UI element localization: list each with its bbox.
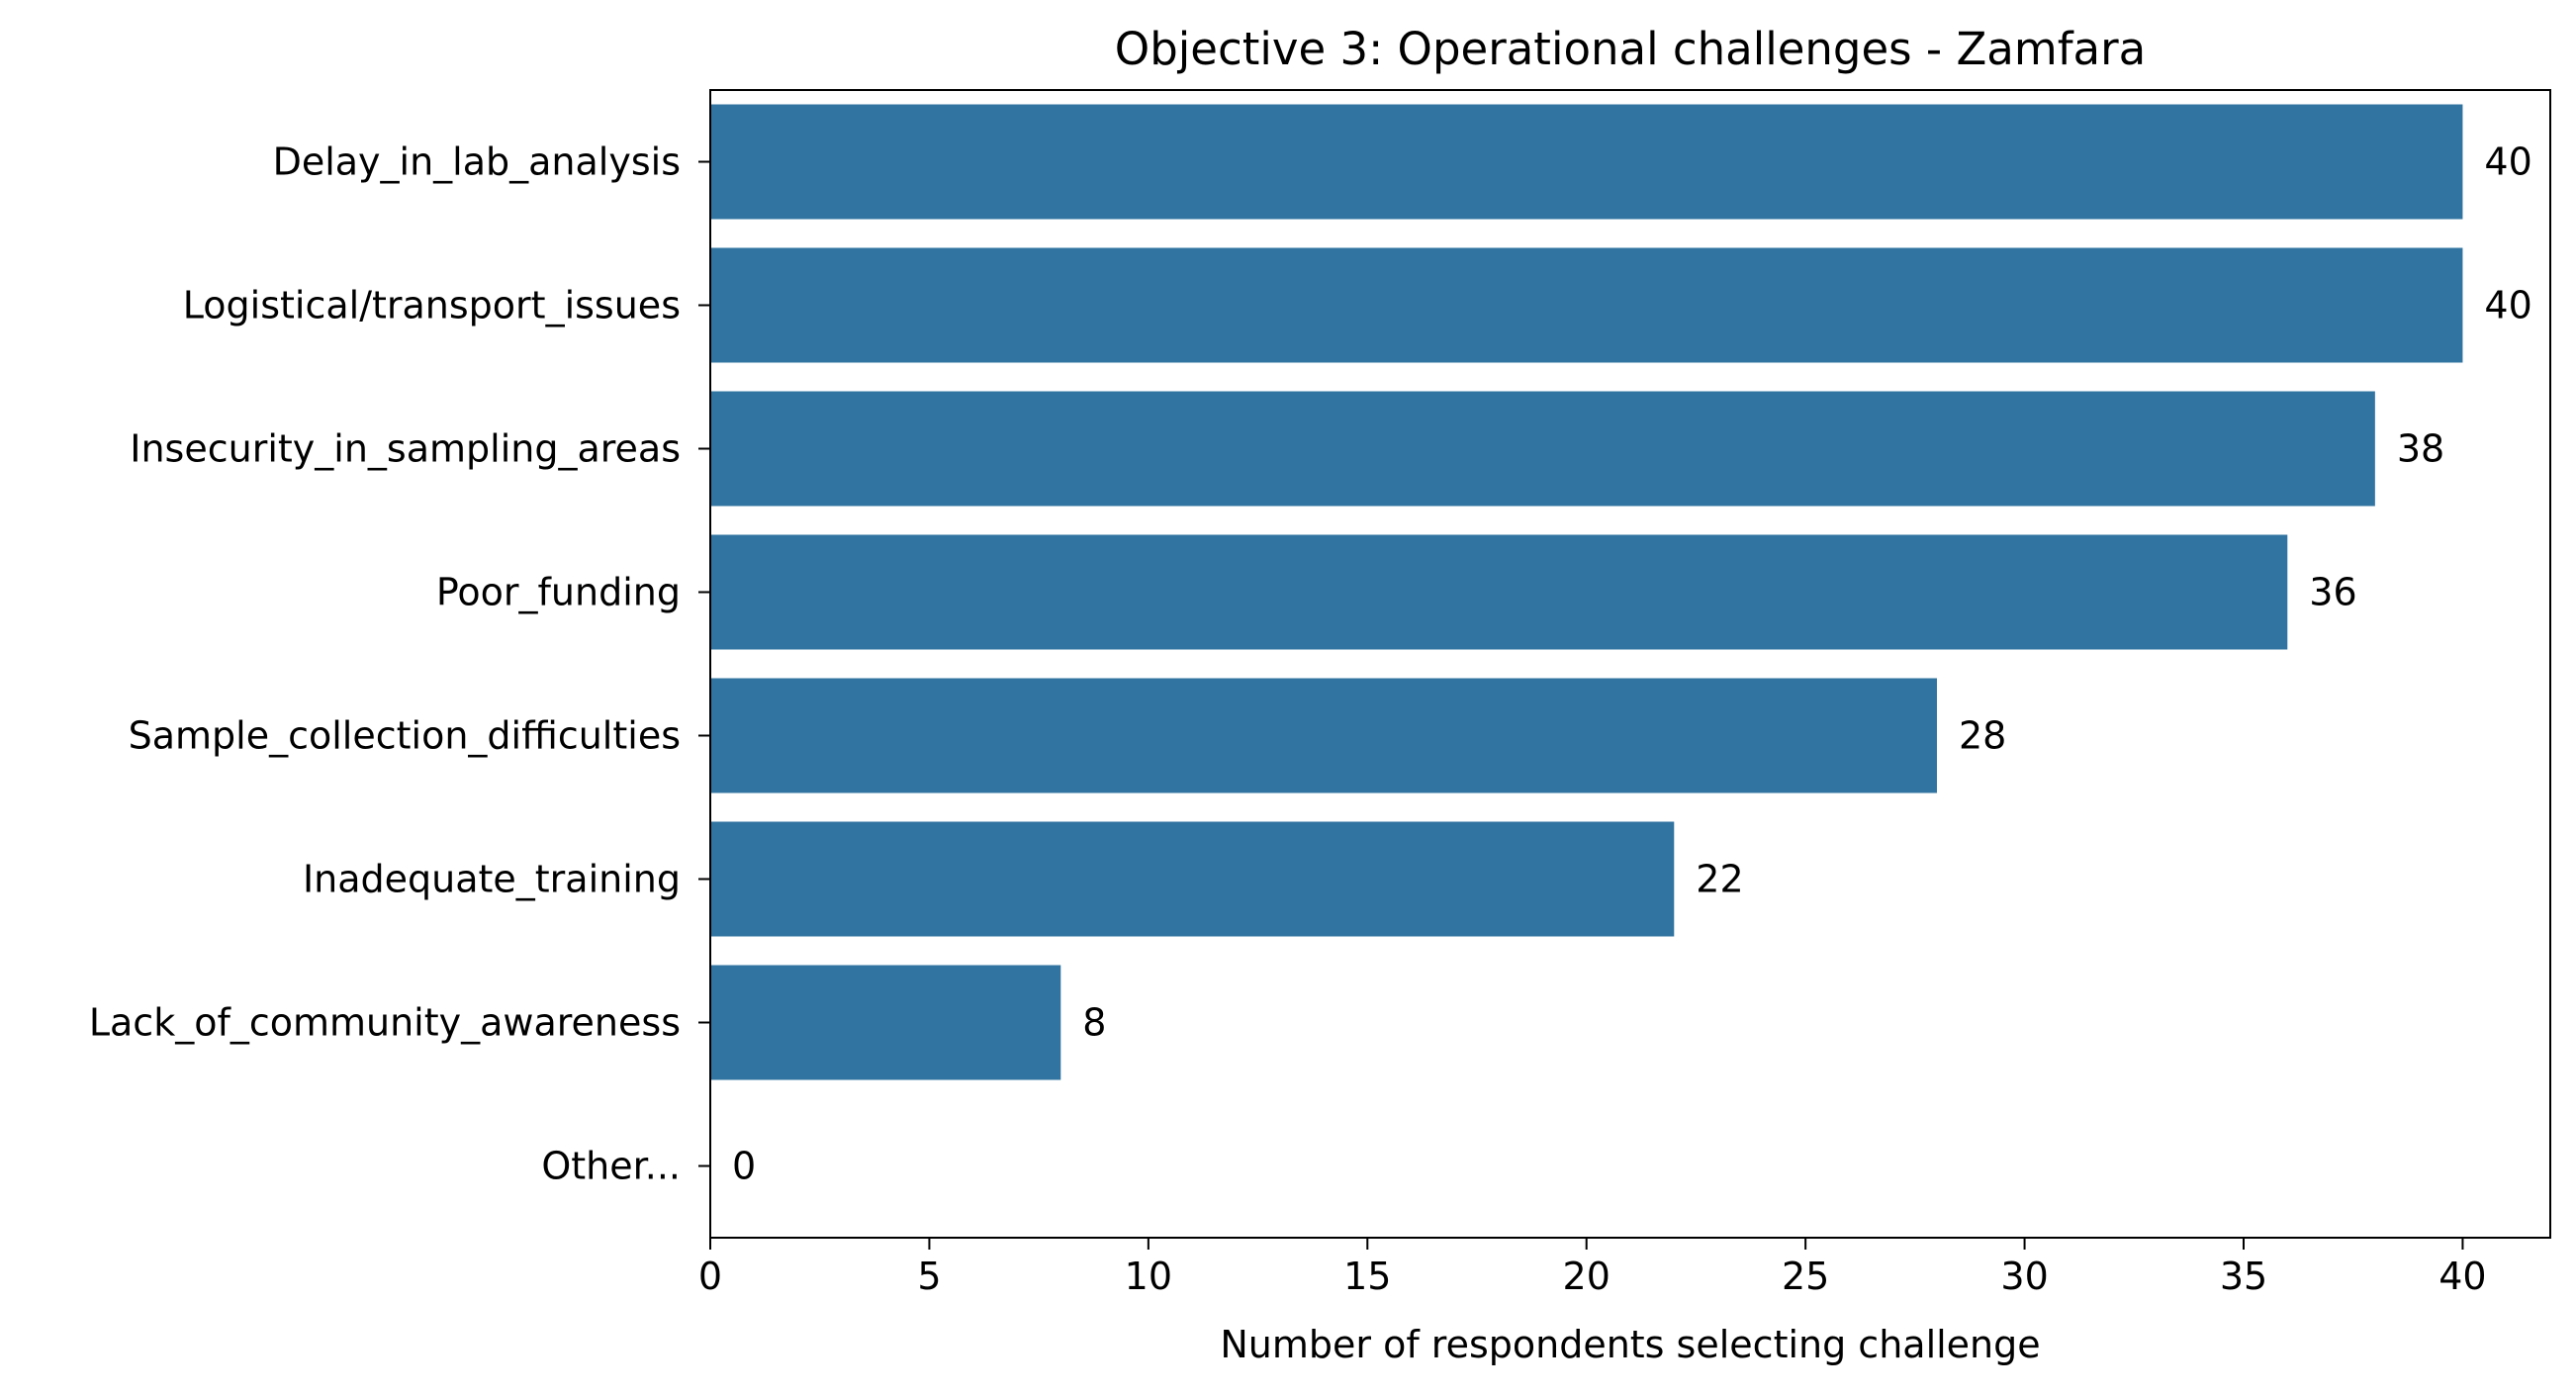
- bars-group: [710, 104, 2463, 1080]
- x-axis-label: Number of respondents selecting challeng…: [1220, 1323, 2040, 1366]
- bar: [710, 965, 1061, 1080]
- x-tick-label: 10: [1125, 1255, 1172, 1298]
- y-tick-label: Logistical/transport_issues: [183, 284, 681, 327]
- bar: [710, 391, 2375, 507]
- bar-value-label: 0: [732, 1145, 756, 1188]
- y-tick-labels: Delay_in_lab_analysis Logistical/transpor…: [89, 140, 710, 1188]
- plot-frame: [709, 89, 2551, 1239]
- bar-value-label: 40: [2484, 284, 2531, 327]
- x-tick-labels: 0 5 10 15 20 25 30 35 40: [698, 1238, 2487, 1298]
- x-tick-label: 30: [2000, 1255, 2048, 1298]
- y-tick-label: Sample_collection_difficulties: [129, 714, 681, 758]
- bar: [710, 821, 1675, 937]
- x-tick-label: 5: [917, 1255, 941, 1298]
- chart-title: Objective 3: Operational challenges - Za…: [1115, 23, 2146, 75]
- bar-value-label: 38: [2397, 427, 2444, 471]
- x-tick-label: 25: [1782, 1255, 1829, 1298]
- y-tick-label: Lack_of_community_awareness: [89, 1001, 681, 1045]
- data-labels: 40 40 38 36 28 22 8 0: [732, 140, 2532, 1188]
- y-tick-label: Inadequate_training: [303, 858, 681, 901]
- bar-value-label: 22: [1696, 858, 1743, 901]
- bar-value-label: 40: [2484, 140, 2531, 184]
- x-tick-label: 40: [2438, 1255, 2486, 1298]
- x-tick-label: 20: [1563, 1255, 1610, 1298]
- bar: [710, 534, 2288, 650]
- bar-value-label: 8: [1082, 1001, 1106, 1045]
- y-tick-label: Insecurity_in_sampling_areas: [130, 427, 681, 471]
- bar: [710, 104, 2463, 220]
- y-tick-label: Other...: [541, 1145, 681, 1188]
- y-tick-label: Delay_in_lab_analysis: [273, 140, 681, 184]
- bar: [710, 247, 2463, 363]
- x-tick-label: 35: [2220, 1255, 2267, 1298]
- bar: [710, 678, 1937, 793]
- bar-value-label: 36: [2309, 571, 2356, 614]
- x-tick-label: 15: [1343, 1255, 1391, 1298]
- y-tick-label: Poor_funding: [436, 571, 681, 614]
- x-tick-label: 0: [698, 1255, 722, 1298]
- bar-value-label: 28: [1959, 714, 2006, 758]
